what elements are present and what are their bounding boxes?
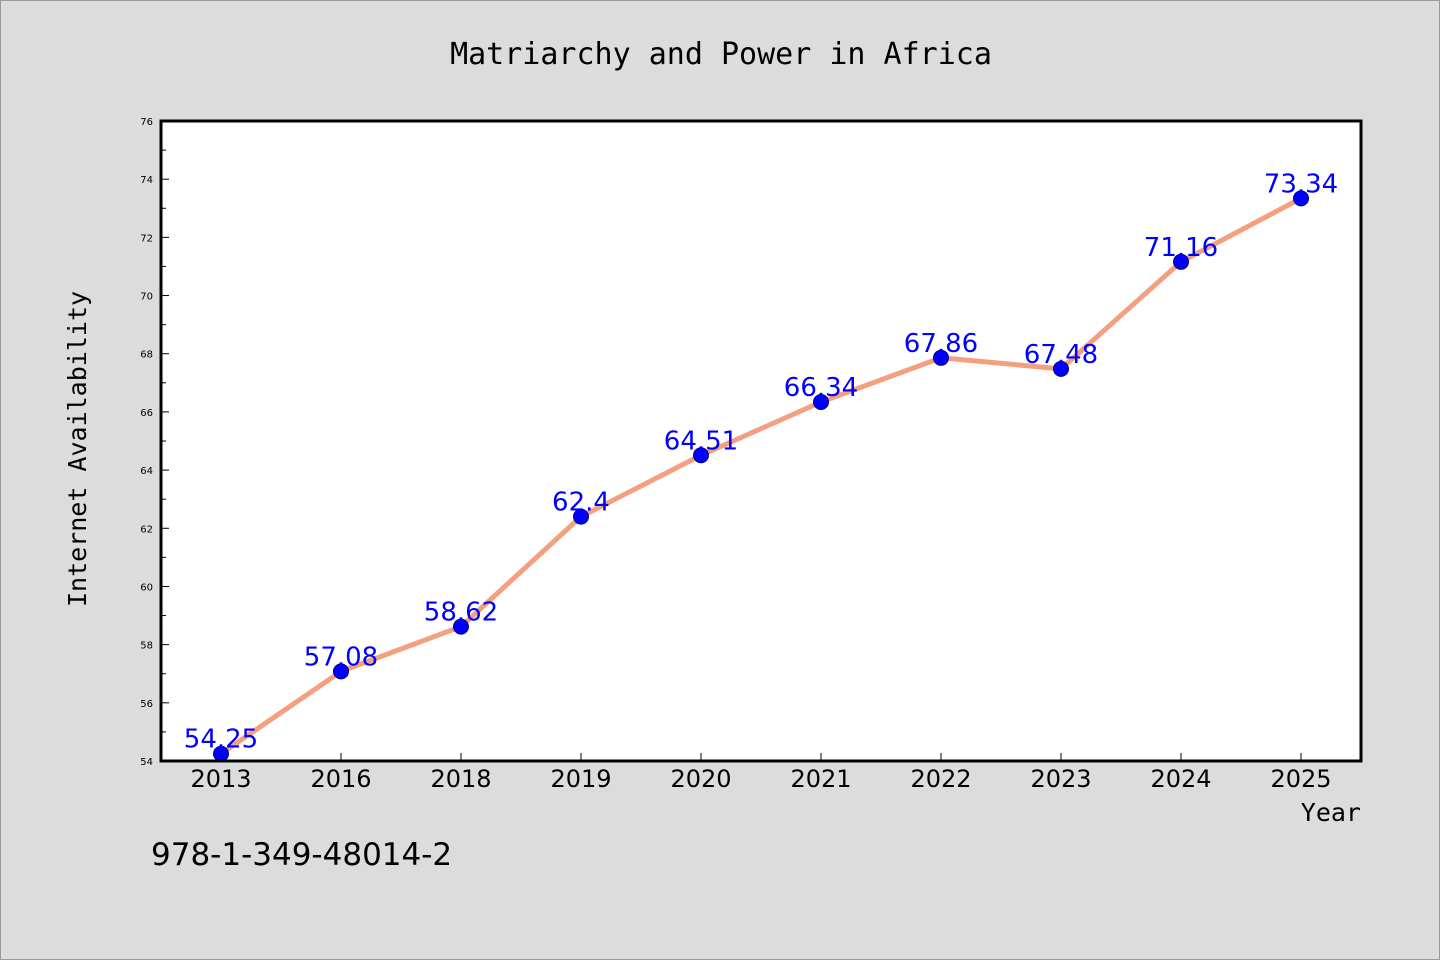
y-tick-label: 60 — [140, 582, 153, 593]
data-point — [1293, 190, 1309, 207]
x-tick-label: 2019 — [550, 765, 611, 793]
y-tick-label: 70 — [140, 292, 153, 303]
y-tick-label: 74 — [140, 175, 153, 186]
y-axis-label: Internet Availability — [63, 291, 92, 607]
y-tick-label: 54 — [140, 757, 153, 768]
y-tick-label: 76 — [140, 117, 153, 128]
y-tick-label: 68 — [140, 350, 153, 361]
x-tick-label: 2016 — [310, 765, 371, 793]
y-tick-label: 62 — [140, 524, 153, 535]
series-markers — [213, 190, 1309, 762]
data-point — [453, 618, 469, 635]
data-label: 71.16 — [1144, 233, 1218, 263]
plot-frame — [159, 119, 1363, 763]
data-point — [573, 508, 589, 525]
x-tick-label: 2023 — [1030, 765, 1091, 793]
x-tick-label: 2024 — [1150, 765, 1211, 793]
chart-title: Matriarchy and Power in Africa — [450, 37, 992, 72]
data-label: 58.62 — [424, 598, 498, 628]
data-label: 67.86 — [904, 329, 978, 359]
y-tick-label: 66 — [140, 408, 153, 419]
y-tick-label: 64 — [140, 466, 153, 477]
x-tick-label: 2021 — [790, 765, 851, 793]
x-tick-label: 2018 — [430, 765, 491, 793]
plot-area — [161, 121, 1361, 761]
data-point — [333, 663, 349, 680]
y-tick-label: 56 — [140, 699, 153, 710]
data-point — [933, 349, 949, 366]
code-annotation: 978-1-349-48014-2 — [151, 837, 452, 873]
x-tick-label: 2020 — [670, 765, 731, 793]
x-axis-label: Year — [1301, 798, 1361, 827]
x-tick-label: 2025 — [1270, 765, 1331, 793]
data-point — [1173, 253, 1189, 270]
data-labels: 54.25 57.08 58.62 62.4 64.51 66.34 67.86 67.48 7… — [184, 169, 1338, 754]
data-point — [1053, 360, 1069, 377]
data-label: 66.34 — [784, 373, 858, 403]
y-tick-label: 58 — [140, 641, 153, 652]
series-path — [218, 195, 1304, 757]
x-tick-label: 2022 — [910, 765, 971, 793]
data-label: 64.51 — [664, 426, 738, 456]
data-label: 54.25 — [184, 725, 258, 755]
data-point — [693, 447, 709, 464]
y-tick-label: 72 — [140, 233, 153, 244]
x-axis-ticks: 2013 2016 2018 2019 2020 2021 2022 2023 2024 2025 — [190, 753, 1332, 793]
data-label: 67.48 — [1024, 340, 1098, 370]
series-line — [218, 195, 1304, 757]
data-label: 57.08 — [304, 642, 378, 672]
x-tick-label: 2013 — [190, 765, 251, 793]
data-label: 62.4 — [552, 488, 610, 518]
data-label: 73.34 — [1264, 169, 1338, 199]
data-point — [813, 394, 829, 411]
